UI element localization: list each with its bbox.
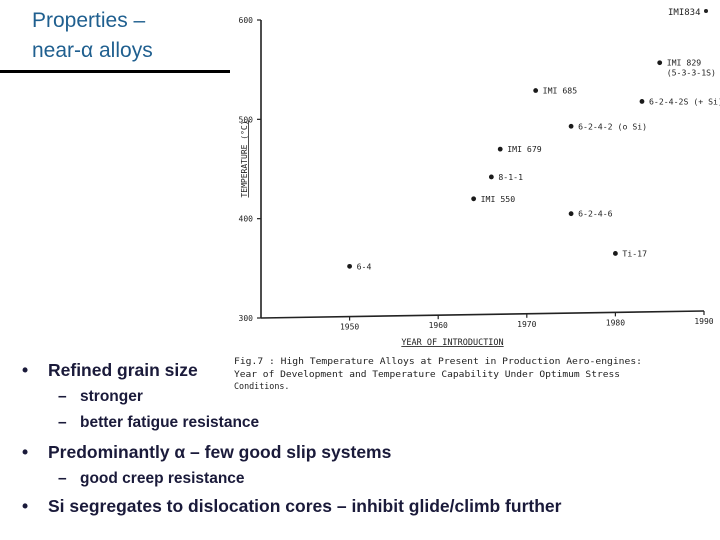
slide-title-line-2: near-α alloys (32, 39, 153, 62)
data-point-label: 8-1-1 (498, 172, 523, 182)
y-tick-label: 500 (239, 115, 254, 124)
x-tick-label: 1970 (517, 320, 536, 329)
bullet-marker: • (22, 496, 29, 516)
bullet-item: • Predominantly α – few good slip systems (22, 442, 391, 463)
data-point-label: IMI 829 (667, 58, 702, 68)
data-point (657, 60, 663, 66)
y-axis-label: TEMPERATURE (°C) (240, 120, 249, 197)
bullet-text: Predominantly α – few good slip systems (48, 442, 392, 462)
chart-points: 6-4 IMI 550 8-1-1 IMI 679 IMI 685 6-2-4-2 (o … (347, 58, 720, 271)
data-point-label: 6-2-4-6 (578, 209, 613, 219)
figure-corner-tag-dot (704, 9, 708, 13)
data-point-label: 6-4 (357, 261, 372, 271)
y-tick-label: 600 (239, 16, 254, 25)
title-underline (0, 70, 230, 73)
scanned-figure: IMI834 300 400 500 600 1950 1960 1970 1980 1990 Y… (228, 0, 720, 395)
y-tick-label: 400 (239, 215, 254, 224)
caption-line-1: Fig.7 : High Temperature Alloys at Prese… (234, 356, 642, 366)
sub-bullet-marker: – (58, 414, 67, 431)
data-point-label: 6-2-4-2 (o Si) (578, 121, 647, 131)
data-point (488, 174, 494, 180)
sub-bullet-item: – stronger (58, 388, 143, 406)
data-point (639, 99, 645, 104)
data-point (471, 196, 477, 202)
temperature-vs-year-chart: IMI834 300 400 500 600 1950 1960 1970 1980 1990 Y… (234, 8, 720, 391)
slide-title-line-1: Properties – (32, 9, 146, 32)
sub-bullet-item: – better fatigue resistance (58, 414, 259, 432)
data-point-label: 6-2-4-2S (+ Si) (649, 96, 720, 106)
data-point-label: IMI 550 (481, 194, 516, 204)
bullet-marker: • (22, 360, 29, 380)
sub-bullet-text: good creep resistance (80, 470, 245, 487)
data-point-sublabel: (5-3-3-1S) (667, 68, 716, 78)
y-tick-label: 300 (239, 314, 254, 323)
sub-bullet-marker: – (58, 470, 67, 487)
data-point (497, 146, 503, 152)
bullet-item: • Refined grain size (22, 360, 198, 381)
sub-bullet-marker: – (58, 388, 67, 405)
data-point (347, 263, 352, 269)
x-tick-label: 1990 (694, 317, 713, 326)
slide-title: Properties – near-α alloys (32, 6, 153, 66)
bullet-text: Si segregates to dislocation cores – inh… (48, 496, 562, 516)
sub-bullet-text: stronger (80, 388, 143, 405)
figure-corner-tag: IMI834 (668, 8, 701, 18)
caption-line-2: Year of Development and Temperature Capa… (234, 369, 620, 379)
sub-bullet-text: better fatigue resistance (80, 414, 260, 431)
data-point (568, 123, 574, 129)
chart-axes: 300 400 500 600 1950 1960 1970 1980 1990 YEAR OF … (239, 16, 714, 348)
data-point-label: IMI 679 (507, 144, 542, 154)
bullet-marker: • (22, 442, 29, 462)
x-tick-label: 1950 (340, 323, 359, 332)
bullet-item: • Si segregates to dislocation cores – in… (22, 496, 561, 517)
x-axis-label: YEAR OF INTRODUCTION (401, 338, 503, 348)
data-point-label: Ti-17 (622, 248, 647, 258)
data-point (533, 88, 539, 93)
data-point-label: IMI 685 (543, 86, 578, 96)
caption-line-3: Conditions. (234, 381, 289, 391)
data-point (613, 251, 618, 256)
x-tick-label: 1980 (606, 318, 625, 327)
x-axis-line (260, 310, 705, 319)
bullet-text: Refined grain size (48, 360, 198, 380)
x-tick-label: 1960 (429, 321, 448, 330)
data-point (568, 211, 574, 217)
sub-bullet-item: – good creep resistance (58, 470, 245, 488)
